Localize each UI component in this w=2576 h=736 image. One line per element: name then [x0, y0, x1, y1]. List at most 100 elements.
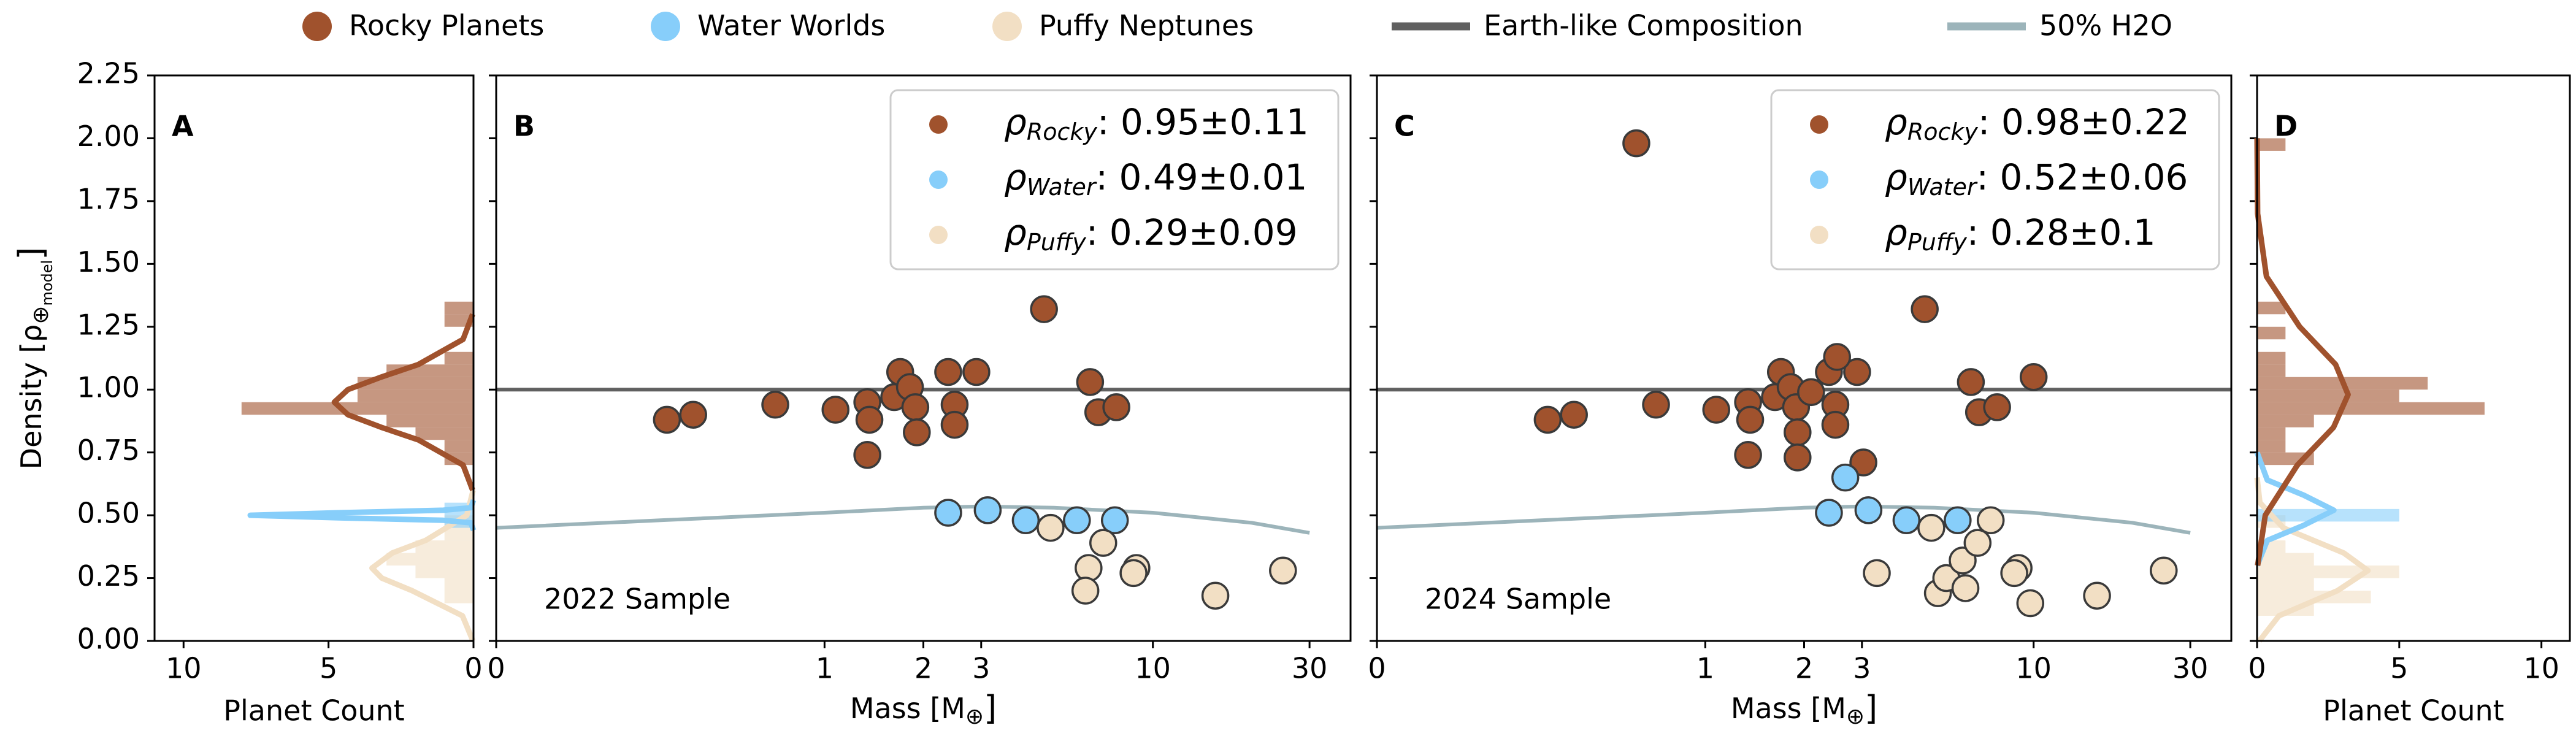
- planet-point: [1797, 378, 1825, 407]
- hist-bar: [2257, 591, 2371, 604]
- planet-point: [1863, 559, 1891, 588]
- planet-point: [1843, 358, 1871, 386]
- axes-frame: [495, 74, 1352, 642]
- legend-label-part: ρ: [1885, 101, 1907, 143]
- planet-point: [1815, 499, 1843, 527]
- y-axis-label-part: ]: [12, 247, 50, 260]
- hist-bar: [2257, 553, 2314, 566]
- hist-bar: [357, 389, 473, 402]
- legend-label-part: Puffy: [1027, 229, 1086, 256]
- planet-point: [1037, 513, 1065, 542]
- planet-point: [1983, 393, 2011, 421]
- legend-label: ρRocky: 0.95±0.11: [1004, 101, 1309, 145]
- planet-point: [973, 496, 1002, 524]
- sample-label: 2022 Sample: [544, 583, 730, 616]
- panel-letter: C: [1394, 110, 1415, 143]
- x-tick-label: 10: [166, 652, 202, 685]
- legend-box: [1770, 89, 2220, 270]
- hist-bar: [444, 301, 473, 315]
- planet-point: [1951, 574, 1980, 602]
- legend-label-part: : 0.29±0.09: [1086, 212, 1298, 253]
- hist-bar: [2257, 415, 2314, 427]
- legend-label-part: ρ: [1004, 156, 1027, 198]
- legend-label-part: : 0.95±0.11: [1097, 101, 1309, 143]
- legend-label-part: : 0.98±0.22: [1978, 101, 2190, 143]
- x-tick-label: 0: [464, 652, 482, 685]
- x-axis-label-part: ⊕: [1846, 704, 1865, 729]
- legend-box: [889, 89, 1340, 270]
- planet-point: [901, 393, 930, 421]
- hist-bar: [415, 540, 473, 553]
- y-tick-label: 1.25: [77, 308, 140, 341]
- planet-point: [1076, 368, 1105, 396]
- hist-bar: [2257, 578, 2314, 591]
- legend-label: Puffy Neptunes: [1039, 9, 1254, 42]
- legend-label-part: Rocky: [1027, 118, 1098, 145]
- hist-bar: [2257, 440, 2286, 453]
- x-tick-label: 5: [2390, 652, 2408, 685]
- y-tick-label: 1.75: [77, 182, 140, 215]
- legend-label: ρRocky: 0.98±0.22: [1885, 101, 2190, 145]
- planet-point: [934, 499, 962, 527]
- hist-bar: [2257, 326, 2286, 340]
- legend-marker: [651, 12, 680, 41]
- legend-label: ρWater: 0.52±0.06: [1885, 156, 2188, 200]
- legend-marker: [302, 12, 332, 41]
- legend-label-part: ρ: [1885, 212, 1907, 253]
- planet-point: [1011, 506, 1040, 535]
- planet-point: [1949, 546, 1977, 575]
- planet-point: [1917, 513, 1945, 542]
- kde-curve: [2254, 477, 2371, 643]
- x-axis-label-part: ⊕: [965, 704, 984, 729]
- planet-point: [1622, 129, 1650, 158]
- x-tick-label: 30: [2172, 652, 2209, 685]
- legend-marker: [1810, 226, 1828, 244]
- planet-point: [940, 410, 969, 439]
- hist-bar: [2257, 427, 2286, 440]
- planet-point: [1119, 559, 1148, 588]
- kde-curve: [331, 313, 475, 491]
- x-tick-label: 2: [1795, 652, 1813, 685]
- x-tick-label: 10: [2523, 652, 2559, 685]
- x-tick-label: 10: [2015, 652, 2052, 685]
- planet-point: [1642, 391, 1670, 419]
- y-tick-label: 0.00: [77, 623, 140, 656]
- y-tick-label: 1.00: [77, 371, 140, 404]
- x-axis-label-part: Mass [M: [1731, 692, 1846, 725]
- planet-point: [1957, 368, 1985, 396]
- axes-frame: [2256, 74, 2571, 642]
- hist-bar: [415, 427, 473, 440]
- y-axis-label-part: Density [ρ: [15, 324, 48, 470]
- x-tick-label: 0: [1368, 652, 1386, 685]
- hist-bar: [2257, 351, 2286, 365]
- planet-point: [1269, 556, 1297, 585]
- legend-marker: [1810, 115, 1828, 134]
- planet-point: [2150, 556, 2178, 585]
- legend-label-part: ρ: [1004, 101, 1027, 143]
- y-tick-label: 0.25: [77, 559, 140, 592]
- planet-point: [1075, 554, 1103, 582]
- legend-label-part: ρ: [1885, 156, 1907, 198]
- x-tick-label: 1: [816, 652, 834, 685]
- planet-point: [1702, 396, 1730, 424]
- axes-frame: [1376, 74, 2233, 642]
- legend-label-part: Water: [1027, 174, 1097, 201]
- y-axis-label-part: ⊕: [28, 305, 53, 324]
- x-tick-label: 30: [1292, 652, 1328, 685]
- legend-label-part: : 0.28±0.1: [1967, 212, 2156, 253]
- planet-point: [1892, 506, 1921, 535]
- hist-bar: [444, 440, 473, 453]
- planet-point: [1821, 410, 1850, 439]
- planet-point: [2019, 362, 2048, 391]
- x-axis-label-part: Mass [M: [850, 692, 965, 725]
- x-axis-label-part: ]: [1865, 689, 1877, 727]
- planet-point: [1102, 393, 1130, 421]
- hist-bar: [2257, 364, 2286, 377]
- legend-label-part: : 0.49±0.01: [1096, 156, 1308, 198]
- planet-point: [1963, 529, 1992, 557]
- planet-point: [1736, 405, 1765, 434]
- planet-point: [1976, 506, 2005, 535]
- planet-point: [853, 441, 881, 469]
- y-axis-label: Density [ρ⊕model]: [12, 247, 56, 470]
